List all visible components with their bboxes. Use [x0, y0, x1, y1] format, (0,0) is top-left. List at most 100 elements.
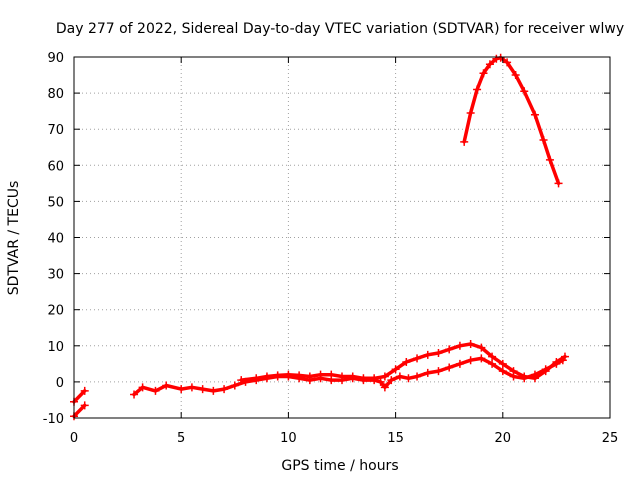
- y-tick-label: 30: [47, 268, 64, 283]
- data-point: [455, 341, 464, 350]
- data-point: [520, 87, 529, 96]
- data-point: [473, 85, 482, 94]
- data-point: [541, 367, 550, 376]
- data-point: [187, 383, 196, 392]
- data-point: [198, 385, 207, 394]
- data-point: [545, 155, 554, 164]
- data-point: [466, 356, 475, 365]
- x-axis-label: GPS time / hours: [281, 458, 398, 474]
- data-point: [284, 370, 293, 379]
- data-point: [80, 386, 89, 395]
- data-point: [466, 108, 475, 117]
- data-point: [295, 371, 304, 380]
- data-point: [496, 53, 505, 62]
- x-tick-label: 5: [177, 431, 185, 446]
- data-point: [209, 386, 218, 395]
- data-point: [316, 370, 325, 379]
- data-point: [262, 372, 271, 381]
- data-point: [488, 359, 497, 368]
- y-tick-label: 40: [47, 232, 64, 247]
- data-point: [503, 58, 512, 67]
- data-point: [434, 367, 443, 376]
- data-point: [348, 372, 357, 381]
- data-point: [338, 372, 346, 381]
- data-point: [230, 381, 239, 390]
- data-point: [177, 385, 186, 394]
- data-point: [376, 377, 385, 386]
- data-point: [477, 343, 486, 352]
- data-point: [130, 390, 139, 399]
- chart-title: Day 277 of 2022, Sidereal Day-to-day VTE…: [56, 21, 624, 37]
- y-tick-label: 90: [47, 51, 64, 66]
- data-point: [460, 137, 469, 146]
- data-point: [162, 381, 171, 390]
- data-point: [530, 110, 539, 119]
- data-point: [413, 354, 422, 363]
- data-point: [530, 374, 539, 383]
- data-point: [370, 374, 379, 383]
- data-point: [445, 345, 454, 354]
- data-point: [404, 374, 413, 383]
- data-point: [554, 179, 563, 188]
- y-tick-label: 0: [56, 376, 64, 391]
- y-axis-label: SDTVAR / TECUs: [6, 181, 22, 296]
- data-point: [380, 372, 389, 381]
- data-point: [359, 374, 368, 383]
- data-point: [560, 352, 569, 361]
- tick-labels: 0 5 10 15 20 25 -10 0 10 20 30 40 50 60 70 80 90: [43, 51, 619, 446]
- y-tick-label: 70: [47, 123, 64, 138]
- data-point: [455, 359, 464, 368]
- x-tick-label: 0: [70, 431, 78, 446]
- plot-frame: [73, 56, 611, 419]
- data-point: [539, 136, 548, 145]
- data-point: [423, 368, 432, 377]
- y-tick-label: 60: [47, 159, 64, 174]
- series-line-early-a: [72, 389, 87, 404]
- y-tick-label: 50: [47, 195, 64, 210]
- data-point: [552, 358, 561, 367]
- data-point: [138, 383, 147, 392]
- x-tick-label: 10: [280, 431, 297, 446]
- data-point: [498, 359, 507, 368]
- data-point: [151, 386, 160, 395]
- data-point: [413, 372, 422, 381]
- data-point: [509, 367, 518, 376]
- data-point: [520, 372, 529, 381]
- data-point: [380, 383, 389, 392]
- data-point: [498, 367, 507, 376]
- x-tick-label: 15: [387, 431, 404, 446]
- data-point: [80, 401, 89, 410]
- x-tick-label: 20: [495, 431, 512, 446]
- data-point: [237, 376, 246, 385]
- x-tick-label: 25: [602, 431, 619, 446]
- data-point: [387, 376, 396, 385]
- data-point: [477, 354, 486, 363]
- data-point: [466, 339, 475, 348]
- axes: [73, 56, 611, 419]
- data-point: [492, 54, 501, 63]
- data-point: [479, 69, 488, 78]
- data-point: [485, 60, 494, 69]
- series-layer: [70, 53, 569, 421]
- data-point: [434, 349, 443, 358]
- y-tick-label: -10: [43, 412, 64, 427]
- grid: [74, 57, 610, 418]
- y-tick-label: 10: [47, 340, 64, 355]
- data-point: [273, 371, 282, 380]
- y-tick-label: 20: [47, 304, 64, 319]
- data-point: [252, 374, 261, 383]
- data-point: [402, 358, 411, 367]
- data-point: [488, 352, 497, 361]
- series-line-hump: [462, 55, 561, 186]
- y-tick-label: 80: [47, 87, 64, 102]
- data-point: [391, 365, 400, 374]
- series-line-early-b: [72, 403, 87, 418]
- data-point: [395, 372, 404, 381]
- data-point: [220, 385, 229, 394]
- data-point: [511, 71, 520, 80]
- data-point: [445, 363, 454, 372]
- data-point: [305, 372, 314, 381]
- data-point: [423, 350, 432, 359]
- data-point: [327, 370, 336, 379]
